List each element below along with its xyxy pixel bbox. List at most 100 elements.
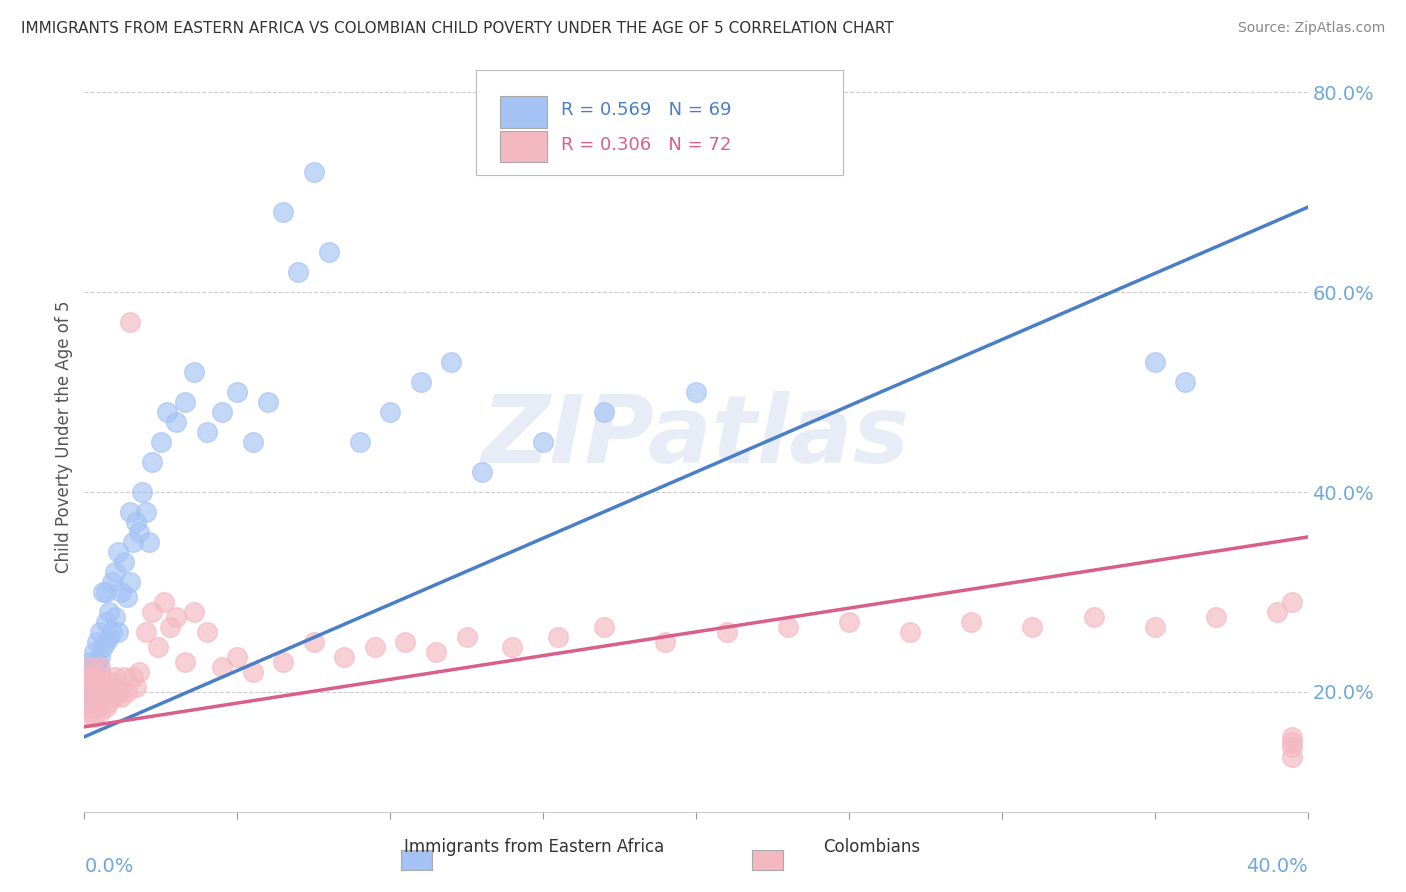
Point [1281, 749, 1303, 764]
Point [531, 435, 554, 450]
Point [83, 660, 105, 674]
Point [83, 645, 105, 659]
Point [409, 375, 432, 389]
Point [242, 435, 264, 450]
Point [128, 524, 150, 539]
Point [94, 585, 117, 599]
Point [1265, 605, 1288, 619]
Point [135, 624, 157, 639]
Point [195, 425, 218, 439]
Point [183, 365, 205, 379]
Point [1143, 355, 1166, 369]
Point [97, 630, 120, 644]
Point [1281, 730, 1303, 744]
Point [122, 535, 145, 549]
Text: ZIPatlas: ZIPatlas [482, 391, 910, 483]
Point [101, 574, 124, 589]
Point [149, 435, 172, 450]
Point [101, 690, 124, 704]
Point [86, 670, 108, 684]
Point [1281, 595, 1303, 609]
Point [107, 685, 129, 699]
Point [547, 630, 569, 644]
Point [125, 515, 148, 529]
Point [425, 645, 447, 659]
Point [165, 415, 187, 429]
Text: R = 0.306   N = 72: R = 0.306 N = 72 [561, 136, 731, 153]
Point [79, 665, 101, 679]
Point [120, 315, 142, 329]
Text: 40.0%: 40.0% [1246, 856, 1308, 876]
Point [101, 624, 124, 639]
Point [76, 710, 98, 724]
Point [131, 485, 153, 500]
Point [86, 685, 108, 699]
FancyBboxPatch shape [501, 130, 547, 162]
Point [716, 624, 738, 639]
Point [89, 705, 111, 719]
Point [654, 635, 676, 649]
Point [302, 635, 325, 649]
Point [104, 610, 127, 624]
Point [1021, 620, 1043, 634]
Point [89, 690, 111, 704]
Point [226, 649, 249, 664]
Point [79, 674, 101, 689]
Point [83, 670, 105, 684]
Y-axis label: Child Poverty Under the Age of 5: Child Poverty Under the Age of 5 [55, 301, 73, 574]
Point [257, 395, 280, 409]
Point [91, 674, 114, 689]
Point [83, 674, 105, 689]
Point [120, 505, 142, 519]
Point [76, 685, 98, 699]
Point [86, 635, 108, 649]
Point [1143, 620, 1166, 634]
Point [165, 610, 187, 624]
Point [242, 665, 264, 679]
Point [89, 624, 111, 639]
Point [104, 565, 127, 579]
Point [110, 585, 132, 599]
Point [101, 674, 124, 689]
Text: R = 0.569   N = 69: R = 0.569 N = 69 [561, 101, 733, 119]
Point [838, 615, 860, 629]
Point [112, 555, 135, 569]
Point [776, 620, 799, 634]
Point [898, 624, 921, 639]
Point [1174, 375, 1197, 389]
Point [79, 655, 101, 669]
Point [174, 395, 197, 409]
Point [1083, 610, 1105, 624]
Point [394, 635, 416, 649]
Point [128, 665, 150, 679]
FancyBboxPatch shape [475, 70, 842, 175]
Point [94, 635, 117, 649]
Point [86, 655, 108, 669]
Point [76, 685, 98, 699]
Point [89, 674, 111, 689]
Point [302, 165, 325, 179]
Point [76, 660, 98, 674]
Point [440, 355, 463, 369]
Point [141, 455, 163, 469]
Point [593, 405, 616, 419]
Point [91, 640, 114, 654]
Point [156, 405, 179, 419]
Point [83, 710, 105, 724]
Point [94, 685, 117, 699]
Point [86, 699, 108, 714]
Point [271, 655, 294, 669]
Point [271, 205, 294, 219]
Point [211, 405, 233, 419]
Point [91, 690, 114, 704]
Point [76, 670, 98, 684]
Point [333, 649, 356, 664]
Point [83, 690, 105, 704]
Point [195, 624, 218, 639]
Point [104, 690, 127, 704]
Point [183, 605, 205, 619]
Text: 0.0%: 0.0% [84, 856, 134, 876]
Point [97, 695, 120, 709]
Point [685, 385, 707, 400]
Point [115, 590, 138, 604]
